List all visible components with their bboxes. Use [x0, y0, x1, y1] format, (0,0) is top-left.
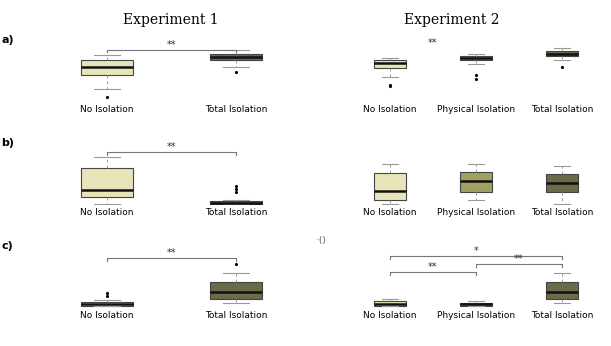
Text: Experiment 2: Experiment 2 — [404, 13, 500, 27]
Text: **: ** — [428, 38, 437, 47]
Text: **: ** — [514, 254, 524, 264]
Text: **: ** — [167, 39, 177, 49]
PathPatch shape — [374, 60, 406, 69]
PathPatch shape — [374, 301, 406, 306]
PathPatch shape — [459, 56, 492, 60]
PathPatch shape — [81, 168, 133, 197]
Text: *: * — [474, 246, 478, 256]
PathPatch shape — [210, 282, 262, 299]
PathPatch shape — [81, 302, 133, 306]
PathPatch shape — [459, 172, 492, 192]
Text: **: ** — [167, 142, 177, 152]
PathPatch shape — [546, 51, 578, 56]
PathPatch shape — [210, 201, 262, 204]
PathPatch shape — [546, 282, 578, 299]
Text: a): a) — [1, 35, 14, 45]
Text: c): c) — [1, 241, 13, 251]
Text: Experiment 1: Experiment 1 — [123, 13, 219, 27]
PathPatch shape — [546, 174, 578, 192]
Text: b): b) — [1, 138, 15, 148]
PathPatch shape — [210, 54, 262, 60]
PathPatch shape — [459, 303, 492, 306]
PathPatch shape — [374, 173, 406, 200]
PathPatch shape — [81, 60, 133, 75]
Text: **: ** — [428, 262, 437, 272]
Text: ·(): ·() — [316, 237, 326, 246]
Text: **: ** — [167, 248, 177, 258]
